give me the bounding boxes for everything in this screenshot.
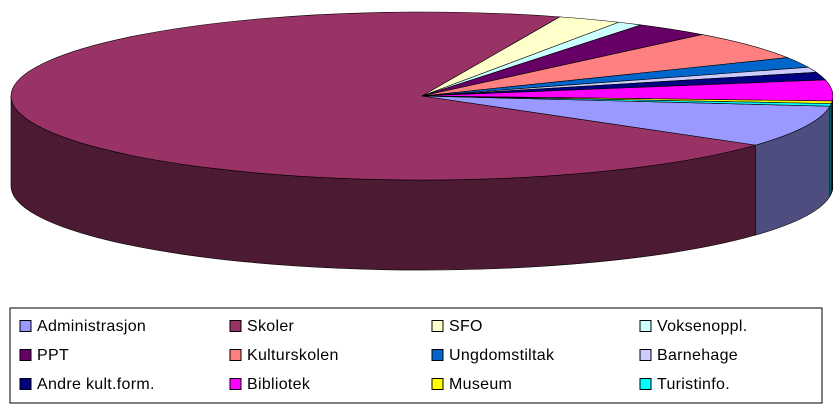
legend-swatch <box>639 378 652 390</box>
legend: Administrasjon Skoler SFO Voksenoppl. PPT Kul… <box>19 318 747 393</box>
legend-box <box>9 307 823 404</box>
legend-label: Barnehage <box>657 347 738 364</box>
legend-swatch <box>19 378 32 390</box>
legend-label: Kulturskolen <box>247 347 339 364</box>
legend-swatch <box>639 320 652 332</box>
legend-swatch <box>431 378 444 390</box>
legend-label: Skoler <box>247 318 295 335</box>
legend-label: Ungdomstiltak <box>449 347 555 364</box>
legend-label: Museum <box>449 376 512 393</box>
slice <box>10 11 756 181</box>
legend-swatch <box>19 320 32 332</box>
slice-side <box>829 103 832 198</box>
legend-swatch <box>229 349 242 361</box>
slice <box>421 34 788 97</box>
slice <box>421 95 831 146</box>
legend-swatch <box>431 320 444 332</box>
legend-label: Andre kult.form. <box>37 376 155 393</box>
legend-label: SFO <box>449 318 483 335</box>
legend-swatch <box>229 378 242 390</box>
slice <box>421 95 832 107</box>
legend-label: Bibliotek <box>247 376 311 393</box>
legend-label: PPT <box>37 347 69 364</box>
legend-swatch <box>19 349 32 361</box>
legend-swatch <box>229 320 242 332</box>
legend-label: Administrasjon <box>37 318 146 335</box>
legend-swatch <box>639 349 652 361</box>
pie <box>10 11 833 271</box>
legend-label: Turistinfo. <box>657 376 730 393</box>
legend-swatch <box>431 349 444 361</box>
legend-label: Voksenoppl. <box>657 318 747 335</box>
